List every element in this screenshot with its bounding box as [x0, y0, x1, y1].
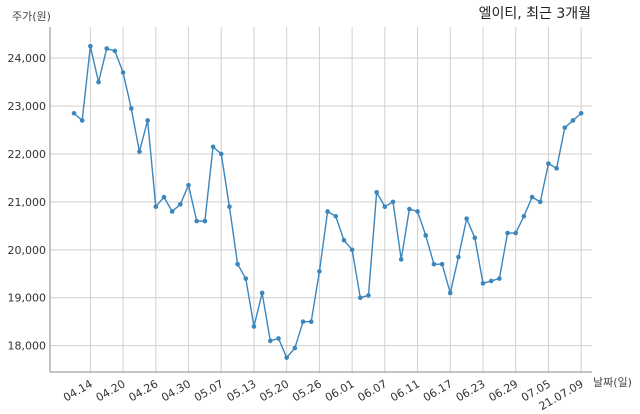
- data-point: [374, 190, 379, 195]
- data-point: [120, 70, 126, 75]
- data-point: [439, 261, 445, 267]
- data-point: [505, 230, 510, 236]
- data-point: [529, 194, 535, 200]
- data-point: [79, 118, 85, 123]
- x-tick-label: 06.29: [486, 377, 520, 404]
- data-point: [243, 276, 249, 281]
- x-tick-label: 06.01: [323, 377, 357, 404]
- x-tick-label: 06.23: [454, 377, 488, 404]
- data-point: [464, 216, 469, 221]
- y-tick-label: 19,000: [8, 292, 47, 305]
- x-tick-label: 06.11: [388, 377, 422, 404]
- data-point: [472, 235, 478, 241]
- data-point: [96, 79, 101, 85]
- y-tick-label: 24,000: [8, 52, 47, 65]
- data-point: [578, 110, 584, 116]
- data-point: [251, 324, 257, 329]
- data-point: [415, 209, 420, 214]
- data-point: [178, 201, 183, 207]
- data-point: [562, 125, 568, 130]
- data-point: [259, 290, 265, 296]
- y-tick-label: 21,000: [8, 196, 47, 209]
- data-point: [153, 204, 159, 209]
- data-point: [112, 48, 118, 54]
- data-point: [398, 257, 404, 262]
- data-point: [308, 319, 314, 324]
- data-point: [447, 290, 453, 296]
- axes: [49, 27, 592, 373]
- x-tick-labels: 04.1404.2004.2604.3005.0705.1305.2005.26…: [61, 377, 586, 413]
- x-tick-label: 04.14: [61, 377, 95, 404]
- data-point: [292, 345, 298, 351]
- data-point: [210, 144, 216, 150]
- data-point: [341, 237, 347, 243]
- data-point: [546, 161, 551, 166]
- data-point: [382, 204, 388, 209]
- x-tick-label: 06.17: [421, 377, 455, 404]
- data-point: [300, 319, 306, 324]
- data-point: [407, 206, 412, 212]
- data-point: [218, 151, 224, 157]
- data-point: [366, 293, 371, 298]
- data-point: [358, 295, 363, 301]
- x-tick-label: 04.20: [94, 377, 128, 404]
- data-point: [235, 261, 240, 267]
- data-point: [128, 106, 134, 111]
- y-tick-label: 20,000: [8, 244, 47, 257]
- data-point: [537, 199, 543, 205]
- data-point: [570, 118, 576, 123]
- data-point: [317, 269, 322, 274]
- x-tick-label: 04.30: [159, 377, 193, 404]
- data-point: [497, 276, 502, 281]
- data-point: [137, 149, 142, 154]
- data-point: [186, 182, 191, 188]
- data-point: [325, 209, 330, 214]
- x-axis-title: 날짜(일): [593, 375, 632, 389]
- data-point: [227, 204, 232, 209]
- data-point: [349, 247, 355, 253]
- data-point: [488, 278, 494, 284]
- data-point: [521, 213, 527, 219]
- data-point: [161, 194, 167, 200]
- x-tick-label: 06.07: [356, 377, 390, 404]
- data-point: [71, 110, 77, 116]
- data-point: [194, 218, 199, 224]
- data-point: [554, 166, 559, 171]
- y-axis-title: 주가(원): [12, 10, 51, 23]
- data-point: [104, 46, 110, 51]
- x-tick-label: 05.20: [257, 377, 291, 404]
- data-point: [145, 118, 150, 123]
- y-tick-label: 22,000: [8, 148, 47, 161]
- data-point: [202, 218, 208, 224]
- data-point: [390, 199, 396, 205]
- y-tick-label: 23,000: [8, 100, 47, 113]
- data-point: [480, 281, 486, 286]
- x-tick-label: 04.26: [127, 377, 161, 404]
- data-point: [169, 209, 175, 214]
- data-point: [333, 213, 339, 219]
- chart-title: 엘이티, 최근 3개월: [479, 6, 591, 22]
- price-series: [71, 43, 584, 360]
- data-point: [456, 254, 461, 260]
- y-tick-labels: 18,000 19,000 20,000 21,000 22,000 23,000 24,0…: [8, 52, 47, 353]
- x-tick-label: 05.07: [192, 377, 226, 404]
- data-point: [513, 230, 519, 236]
- data-point: [268, 338, 273, 344]
- grid-lines: [50, 27, 592, 372]
- data-point: [284, 355, 289, 360]
- data-point: [88, 43, 93, 49]
- x-tick-label: 05.26: [290, 377, 324, 404]
- data-point: [276, 336, 281, 341]
- x-tick-label: 05.13: [225, 377, 259, 404]
- y-tick-label: 18,000: [8, 340, 47, 353]
- data-point: [423, 233, 429, 238]
- data-point: [431, 261, 437, 267]
